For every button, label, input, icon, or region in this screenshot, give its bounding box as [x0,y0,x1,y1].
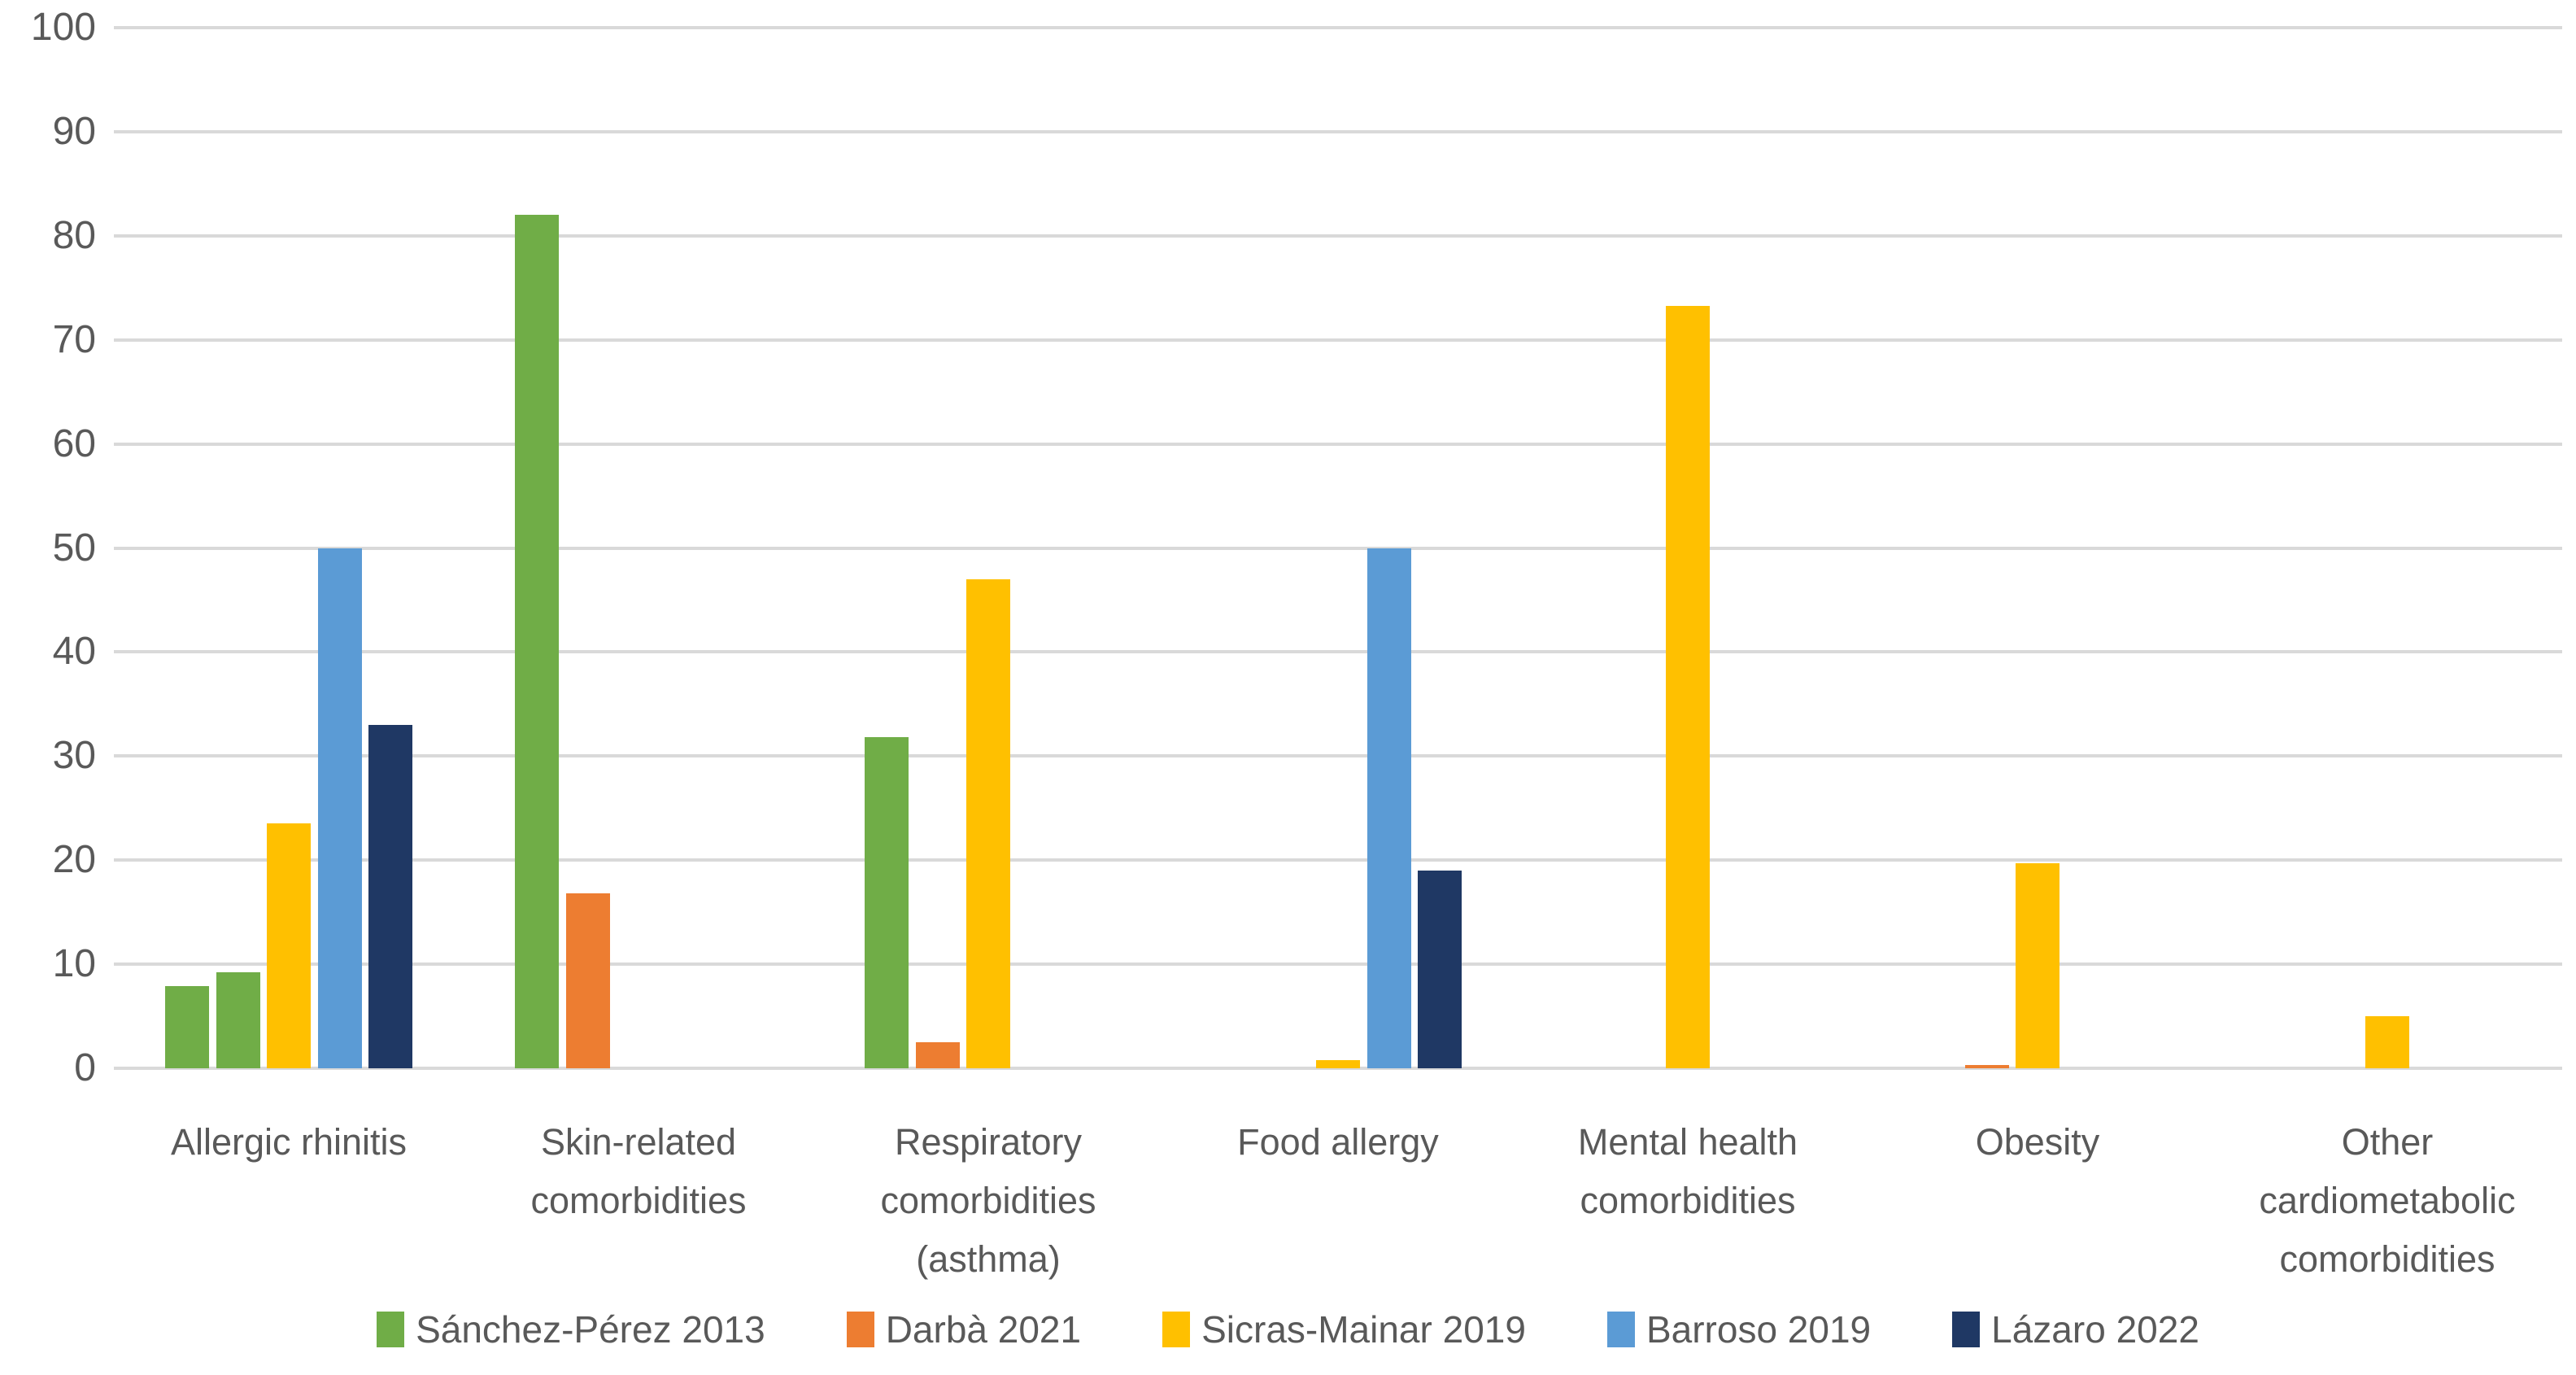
gridline-40 [114,650,2562,654]
legend-swatch-icon [1952,1312,1981,1347]
category-label-4: Mental health comorbidities [1577,1121,1798,1221]
bar-sánchez-pérez-cat2 [865,737,909,1068]
bar-sicras-mainar-cat2 [966,578,1010,1068]
y-tick-label-10: 10 [52,942,96,986]
x-axis-labels: Allergic rhinitis Skin-related comorbidit… [114,1113,2562,1289]
gridline-100 [114,26,2562,29]
y-tick-label-50: 50 [52,526,96,570]
bar-darbà-cat1 [565,893,610,1068]
gridline-70 [114,338,2562,342]
y-tick-label-80: 80 [52,213,96,257]
category-group-3 [1163,28,1513,1068]
category-group-1 [464,28,813,1068]
gridline-80 [114,234,2562,238]
legend-label: Darbà 2021 [885,1308,1082,1351]
bar-darbà-cat5 [1964,1065,2009,1068]
y-tick-label-40: 40 [52,630,96,674]
legend-swatch-icon [377,1312,405,1347]
legend-item-3: Barroso 2019 [1606,1307,1872,1351]
legend-item-2: Sicras-Mainar 2019 [1162,1307,1526,1351]
bar-darbà-cat2 [915,1042,960,1068]
gridline-0 [114,1067,2562,1070]
category-label-6: Other cardiometabolic comorbidities [2259,1121,2516,1280]
y-tick-label-30: 30 [52,734,96,778]
y-tick-label-60: 60 [52,421,96,465]
category-label-3: Food allergy [1237,1121,1439,1163]
gridline-50 [114,546,2562,550]
legend-swatch-icon [846,1312,874,1347]
category-group-4 [1513,28,1863,1068]
category-group-0 [114,28,464,1068]
category-group-2 [813,28,1163,1068]
y-tick-label-20: 20 [52,838,96,882]
legend-label: Lázaro 2022 [1991,1308,2199,1351]
legend-label: Sánchez-Pérez 2013 [416,1308,765,1351]
legend-label: Sicras-Mainar 2019 [1201,1308,1526,1351]
category-label-2: Respiratory comorbidities (asthma) [880,1121,1096,1280]
bar-sicras-mainar-cat0 [267,823,311,1068]
gridline-60 [114,442,2562,446]
bar-sánchez-pérez-cat0 [165,985,209,1068]
plot-area [114,26,2562,1070]
y-tick-label-100: 100 [30,6,96,49]
category-group-5 [1863,28,2212,1068]
gridline-30 [114,754,2562,758]
category-group-6 [2212,28,2562,1068]
y-tick-label-70: 70 [52,317,96,361]
gridline-20 [114,858,2562,862]
legend-label: Barroso 2019 [1645,1308,1872,1351]
bar-sánchez-pérez-cat0 [216,972,260,1068]
category-label-1: Skin-related comorbidities [530,1121,747,1221]
bar-barroso-cat3 [1366,548,1411,1068]
gridline-90 [114,129,2562,133]
legend-item-0: Sánchez-Pérez 2013 [377,1307,765,1351]
legend-swatch-icon [1162,1312,1191,1347]
bar-sicras-mainar-cat5 [2016,863,2059,1068]
legend: Sánchez-Pérez 2013 Darbà 2021 Sicras-Maina… [0,1300,2576,1359]
gridline-10 [114,962,2562,967]
legend-swatch-icon [1606,1312,1635,1347]
bar-sicras-mainar-cat3 [1316,1059,1360,1068]
legend-item-4: Lázaro 2022 [1952,1307,2199,1351]
bar-barroso-cat0 [317,548,362,1068]
bar-sicras-mainar-cat4 [1666,305,1710,1068]
bar-sánchez-pérez-cat1 [515,215,559,1068]
y-tick-label-90: 90 [52,109,96,153]
bar-lázaro-cat0 [368,724,412,1068]
bar-sicras-mainar-cat6 [2365,1016,2409,1068]
category-label-5: Obesity [1975,1121,2100,1163]
y-tick-label-0: 0 [74,1046,96,1089]
legend-item-1: Darbà 2021 [846,1307,1082,1351]
bar-lázaro-cat3 [1418,871,1462,1068]
category-label-0: Allergic rhinitis [170,1121,408,1163]
